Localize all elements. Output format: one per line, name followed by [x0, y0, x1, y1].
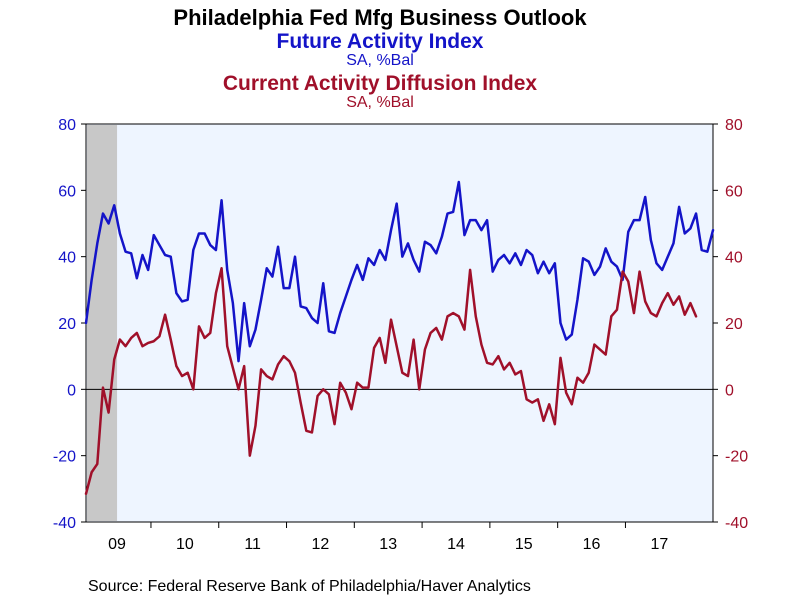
right-axis-label: 60 [725, 183, 743, 200]
x-axis-label: 16 [583, 536, 601, 553]
left-axis-label: -20 [53, 449, 76, 466]
right-axis-label: -20 [725, 449, 748, 466]
chart-title: Philadelphia Fed Mfg Business Outlook [173, 5, 587, 30]
x-axis-label: 10 [176, 536, 194, 553]
left-axis-label: 60 [58, 183, 76, 200]
future-activity-units: SA, %Bal [346, 52, 414, 69]
right-axis-label: 20 [725, 316, 743, 333]
right-axis-label: 40 [725, 250, 743, 267]
x-axis-label: 17 [650, 536, 668, 553]
current-activity-title: Current Activity Diffusion Index [222, 72, 538, 95]
x-axis-label: 09 [108, 536, 126, 553]
x-axis-label: 14 [447, 536, 465, 553]
x-axis-label: 13 [379, 536, 397, 553]
left-axis-label: -40 [53, 515, 76, 532]
left-axis-label: 0 [67, 382, 76, 399]
current-activity-units: SA, %Bal [346, 94, 414, 111]
right-axis-label: 80 [725, 117, 743, 134]
left-axis-label: 80 [58, 117, 76, 134]
right-axis-label: -40 [725, 515, 748, 532]
x-axis-label: 12 [312, 536, 330, 553]
left-axis-label: 40 [58, 250, 76, 267]
x-axis-label: 15 [515, 536, 533, 553]
x-axis-label: 11 [244, 536, 261, 553]
future-activity-line [84, 180, 715, 363]
plot-area [85, 123, 714, 523]
recession-shading [87, 125, 118, 521]
future-activity-title: Future Activity Index [276, 30, 484, 53]
source-note: Source: Federal Reserve Bank of Philadel… [88, 578, 531, 595]
left-axis-label: 20 [58, 316, 76, 333]
right-axis-label: 0 [725, 382, 734, 399]
current-activity-line [84, 267, 698, 496]
